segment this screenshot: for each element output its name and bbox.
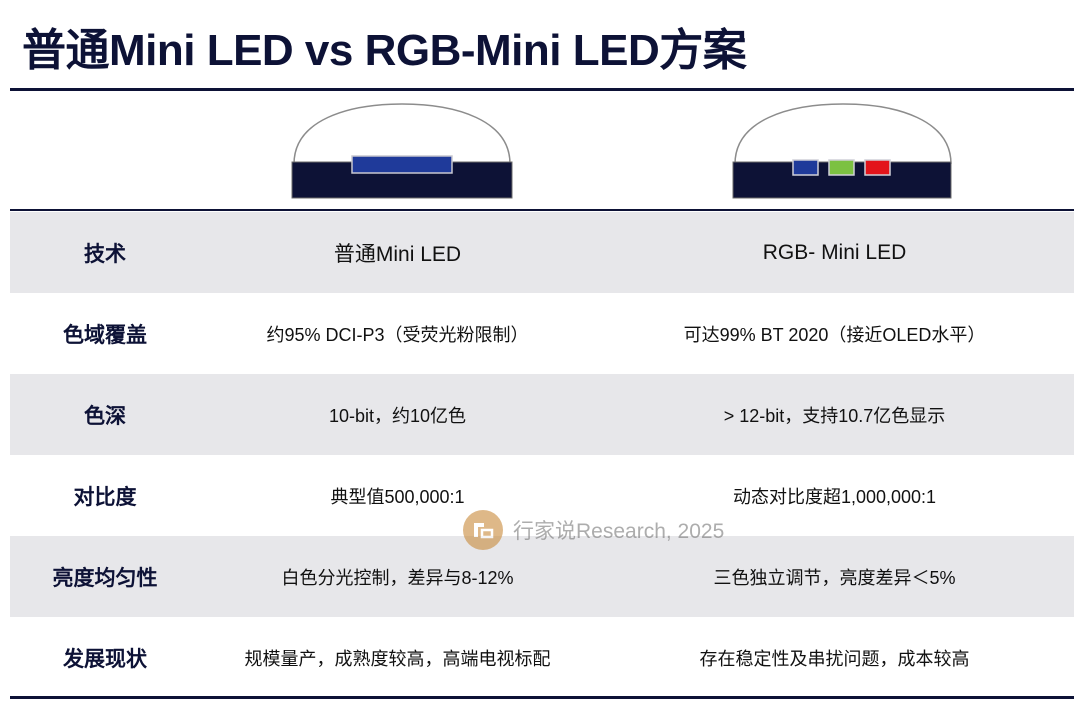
- row-label: 色域覆盖: [63, 323, 147, 347]
- rgb-cell: 可达99% BT 2020（接近OLED水平）: [683, 324, 986, 345]
- page-title: 普通Mini LED vs RGB-Mini LED方案: [22, 26, 747, 75]
- table-row: 亮度均匀性 白色分光控制，差异与8-12% 三色独立调节，亮度差异＜5%: [10, 536, 1074, 617]
- standard-cell: 普通Mini LED: [333, 242, 462, 266]
- row-label: 对比度: [73, 485, 137, 509]
- lens-dome: [734, 103, 952, 165]
- rgb-cell: 存在稳定性及串扰问题，成本较高: [699, 648, 970, 669]
- rgb-cell: 动态对比度超1,000,000:1: [732, 486, 937, 507]
- table-top-rule: [10, 209, 1074, 211]
- standard-cell: 白色分光控制，差异与8-12%: [281, 567, 514, 588]
- watermark: 行家说Research, 2025: [463, 510, 724, 550]
- standard-cell: 10-bit，约10亿色: [328, 405, 467, 426]
- table-bottom-rule: [10, 696, 1074, 699]
- standard-cell: 典型值500,000:1: [330, 486, 465, 507]
- row-label: 色深: [84, 404, 126, 428]
- watermark-text: 行家说Research, 2025: [513, 520, 725, 543]
- table-row: 色深 10-bit，约10亿色 > 12-bit，支持10.7亿色显示: [10, 374, 1074, 455]
- table-row: 对比度 典型值500,000:1 动态对比度超1,000,000:1: [10, 455, 1074, 536]
- table-row: 技术 普通Mini LED RGB- Mini LED: [10, 212, 1074, 293]
- rgb-mini-led-diagram: [729, 100, 957, 202]
- red-chip: [864, 159, 891, 176]
- blue-chip: [351, 155, 453, 174]
- standard-mini-led-diagram: [288, 100, 516, 202]
- table-row: 发展现状 规模量产，成熟度较高，高端电视标配 存在稳定性及串扰问题，成本较高: [10, 617, 1074, 698]
- green-chip: [828, 159, 855, 176]
- table-row: 色域覆盖 约95% DCI-P3（受荧光粉限制） 可达99% BT 2020（接…: [10, 293, 1074, 374]
- row-label: 亮度均匀性: [52, 566, 158, 590]
- brand-logo-icon: [463, 510, 503, 550]
- rgb-cell: RGB- Mini LED: [762, 240, 907, 264]
- row-label: 技术: [84, 242, 126, 266]
- title-divider: [10, 88, 1074, 91]
- blue-chip: [792, 159, 819, 176]
- standard-cell: 规模量产，成熟度较高，高端电视标配: [244, 648, 551, 669]
- rgb-cell: > 12-bit，支持10.7亿色显示: [723, 405, 946, 426]
- standard-cell: 约95% DCI-P3（受荧光粉限制）: [266, 324, 529, 345]
- lens-dome: [293, 103, 511, 165]
- row-label: 发展现状: [63, 647, 147, 671]
- rgb-cell: 三色独立调节，亮度差异＜5%: [713, 567, 956, 588]
